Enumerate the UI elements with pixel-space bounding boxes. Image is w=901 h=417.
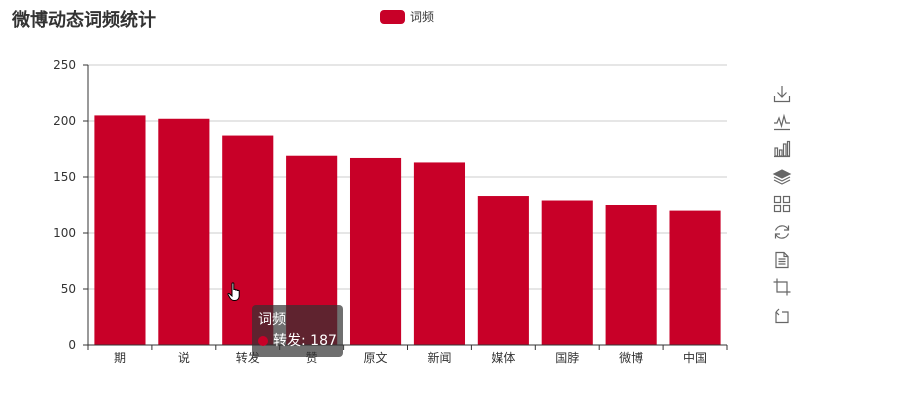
- bar[interactable]: [413, 162, 466, 345]
- bar-chart-icon: [774, 141, 791, 158]
- tooltip-category: 转发: [273, 333, 301, 349]
- data-view-button[interactable]: [772, 250, 792, 270]
- y-tick-label: 150: [53, 170, 76, 184]
- bar[interactable]: [605, 205, 657, 345]
- restore-button[interactable]: [772, 222, 792, 242]
- x-tick-label: 微博: [619, 350, 643, 365]
- y-tick-label: 200: [53, 114, 76, 128]
- hand-cursor-icon: [227, 282, 240, 301]
- bar[interactable]: [669, 210, 721, 345]
- bar[interactable]: [94, 115, 146, 346]
- chart-title: 微博动态词频统计: [12, 10, 156, 31]
- tiled-icon: [773, 196, 791, 213]
- tooltip-series-name: 词频: [258, 312, 286, 328]
- x-tick-label: 原文: [364, 350, 388, 365]
- save-image-button[interactable]: [772, 84, 792, 104]
- line-chart-icon: [774, 113, 790, 130]
- bar[interactable]: [477, 196, 529, 345]
- tooltip-separator: :: [301, 333, 311, 349]
- bar[interactable]: [349, 157, 402, 345]
- download-icon: [773, 86, 791, 103]
- x-tick-label: 媒体: [491, 351, 515, 365]
- toolbox: [772, 84, 792, 332]
- line-chart-button[interactable]: [772, 112, 792, 132]
- x-tick-label: 国脖: [555, 351, 579, 365]
- tooltip-value: 187: [310, 333, 337, 349]
- legend-label: 词频: [410, 10, 435, 24]
- x-tick-label: 期: [114, 351, 126, 365]
- y-tick-label: 250: [53, 58, 76, 72]
- x-tick-label: 说: [178, 350, 190, 365]
- tooltip-marker: [258, 336, 268, 346]
- bar[interactable]: [158, 118, 210, 345]
- tooltip: 词频 转发: 187: [252, 305, 343, 357]
- tooltip-row: 转发: 187: [258, 331, 337, 352]
- tiled-button[interactable]: [772, 194, 792, 214]
- bar[interactable]: [541, 200, 593, 345]
- legend-swatch: [380, 9, 405, 24]
- y-tick-label: 100: [53, 226, 76, 240]
- restore-icon: [774, 225, 790, 239]
- zoom-reset-button[interactable]: [772, 305, 792, 325]
- zoom-button[interactable]: [772, 277, 792, 297]
- x-tick-label: 新闻: [427, 350, 451, 365]
- y-tick-label: 0: [68, 338, 76, 352]
- zoom-icon: [773, 278, 791, 296]
- legend-item[interactable]: 词频: [380, 8, 434, 25]
- stack-icon: [772, 169, 792, 185]
- data-view-icon: [775, 251, 789, 268]
- x-tick-label: 中国: [683, 350, 707, 365]
- zoom-reset-icon: [775, 308, 789, 323]
- y-tick-label: 50: [61, 282, 76, 296]
- bar-chart-button[interactable]: [772, 139, 792, 159]
- stack-button[interactable]: [772, 167, 792, 187]
